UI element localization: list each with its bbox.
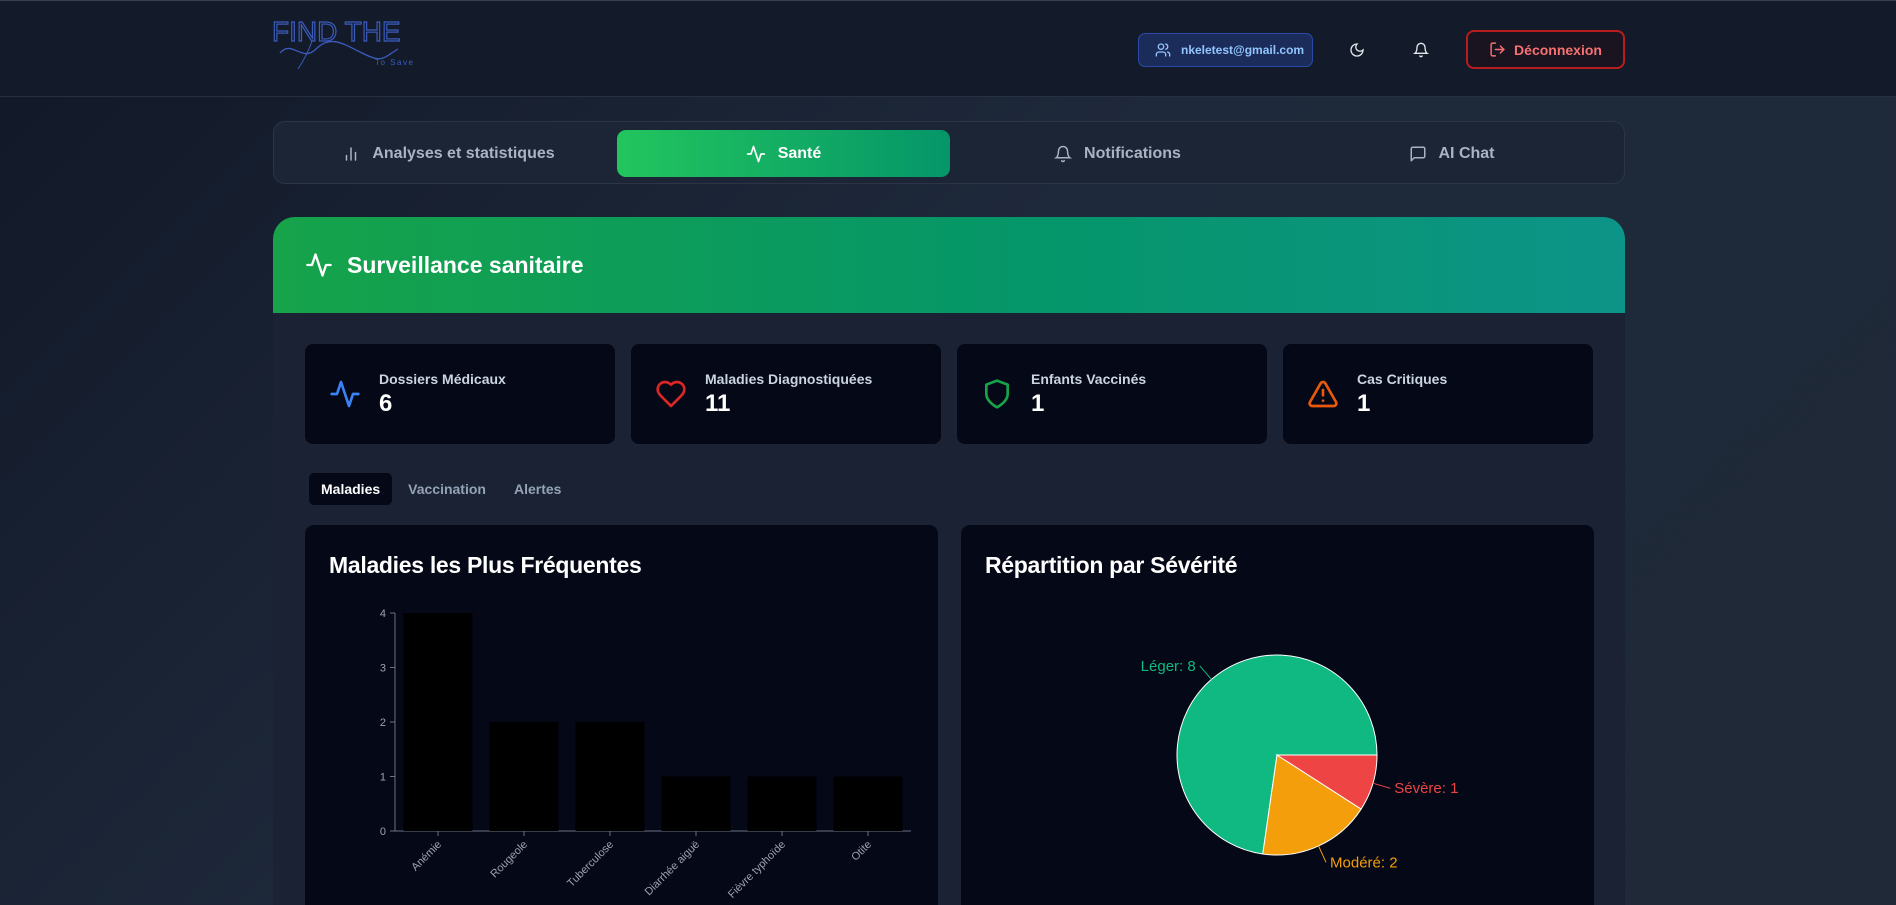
pie-chart: Léger: 8 Modéré: 2 Sévère: 1 xyxy=(1141,654,1458,871)
health-panel: Surveillance sanitaire Dossiers Médicaux… xyxy=(273,217,1625,905)
tab-analyses[interactable]: Analyses et statistiques xyxy=(282,130,615,177)
chart-title: Répartition par Sévérité xyxy=(985,552,1238,578)
page-title: Surveillance sanitaire xyxy=(347,251,584,278)
user-icon xyxy=(1155,43,1171,57)
chart-card-severite: Répartition par Sévérité Léger: 8 Modéré:… xyxy=(961,525,1594,905)
user-account-pill[interactable]: nkeletest@gmail.com xyxy=(1138,33,1313,67)
y-tick-label: 0 xyxy=(380,826,386,838)
notifications-button[interactable] xyxy=(1408,37,1434,63)
subtab-vaccination[interactable]: Vaccination xyxy=(408,481,486,497)
stat-value: 11 xyxy=(705,389,731,417)
pie-label-line xyxy=(1372,782,1391,789)
x-tick-label: Otite xyxy=(849,839,874,864)
stat-value: 6 xyxy=(379,389,393,417)
stat-label: Maladies Diagnostiquées xyxy=(705,370,873,387)
pie-slice xyxy=(1275,754,1378,810)
activity-icon xyxy=(306,253,332,277)
bell-icon xyxy=(1413,42,1429,58)
y-tick-label: 3 xyxy=(380,663,386,675)
bar-chart: 0 1 2 3 4 Anémie Rougeole Tuberculose Diarrhée a… xyxy=(380,608,911,901)
pie-label: Léger: 8 xyxy=(1141,658,1196,675)
subtab-maladies[interactable]: Maladies xyxy=(309,473,393,505)
health-subtabs: Maladies Vaccination Alertes xyxy=(309,473,573,505)
x-tick-label: Tuberculose xyxy=(565,839,616,890)
activity-icon xyxy=(746,145,765,162)
top-bar: FIND THE To Save nkeletest@gmail.com Déc… xyxy=(0,0,1896,97)
chart-title: Maladies les Plus Fréquentes xyxy=(329,552,642,578)
svg-text:FIND THE: FIND THE xyxy=(272,19,401,47)
stat-card-maladies: Maladies Diagnostiquées 11 xyxy=(631,344,941,444)
pie-label: Sévère: 1 xyxy=(1394,780,1458,797)
alert-triangle-icon xyxy=(1308,380,1338,408)
theme-toggle-button[interactable] xyxy=(1344,37,1370,63)
app-logo[interactable]: FIND THE To Save xyxy=(271,15,416,77)
y-tick-label: 4 xyxy=(380,608,386,620)
stat-card-vaccines: Enfants Vaccinés 1 xyxy=(957,344,1267,444)
logo-icon: FIND THE To Save xyxy=(271,15,414,70)
bar xyxy=(833,776,903,831)
logout-button[interactable]: Déconnexion xyxy=(1466,30,1625,69)
bar xyxy=(403,613,473,831)
tab-label: AI Chat xyxy=(1438,144,1495,162)
x-tick-label: Diarrhée aiguë xyxy=(643,839,703,899)
stat-card-dossiers: Dossiers Médicaux 6 xyxy=(305,344,615,444)
chart-card-maladies: Maladies les Plus Fréquentes 0 1 2 3 4 Anémie… xyxy=(305,525,938,905)
x-tick-label: Anémie xyxy=(409,839,444,874)
tab-label: Santé xyxy=(777,144,822,162)
user-email: nkeletest@gmail.com xyxy=(1181,43,1305,57)
stat-value: 1 xyxy=(1357,389,1371,417)
bar-chart-icon xyxy=(346,146,357,161)
stat-card-critiques: Cas Critiques 1 xyxy=(1283,344,1593,444)
logout-icon xyxy=(1490,42,1505,57)
stat-label: Dossiers Médicaux xyxy=(379,370,506,387)
tab-label: Notifications xyxy=(1084,144,1181,162)
pie-slice xyxy=(1262,754,1362,856)
main-nav: Analyses et statistiques Santé Notificat… xyxy=(273,121,1625,184)
stat-value: 1 xyxy=(1031,389,1045,417)
logout-label: Déconnexion xyxy=(1514,41,1602,58)
shield-icon xyxy=(985,379,1009,409)
message-icon xyxy=(1410,146,1425,161)
panel-header: Surveillance sanitaire xyxy=(273,217,1625,313)
subtab-alertes[interactable]: Alertes xyxy=(513,481,562,497)
x-tick-label: Rougeole xyxy=(488,839,530,881)
bell-icon xyxy=(1054,145,1073,162)
heart-icon xyxy=(656,380,686,408)
y-tick-label: 1 xyxy=(380,772,386,784)
moon-icon xyxy=(1350,43,1364,57)
tab-notifications[interactable]: Notifications xyxy=(951,130,1284,177)
y-tick-label: 2 xyxy=(380,717,386,729)
pie-label: Modéré: 2 xyxy=(1330,854,1398,871)
pie-label-line xyxy=(1318,845,1327,863)
bar xyxy=(575,722,645,831)
stat-label: Enfants Vaccinés xyxy=(1031,370,1147,387)
svg-text:To Save: To Save xyxy=(375,58,414,67)
bar xyxy=(489,722,559,831)
tab-ai-chat[interactable]: AI Chat xyxy=(1285,130,1618,177)
bar xyxy=(661,776,731,831)
bar xyxy=(747,776,817,831)
pie-label-line xyxy=(1199,665,1212,680)
tab-sante[interactable]: Santé xyxy=(617,130,950,177)
stat-label: Cas Critiques xyxy=(1357,370,1448,387)
x-tick-label: Fièvre typhoïde xyxy=(726,839,788,901)
activity-icon xyxy=(330,380,360,408)
tab-label: Analyses et statistiques xyxy=(372,144,555,162)
